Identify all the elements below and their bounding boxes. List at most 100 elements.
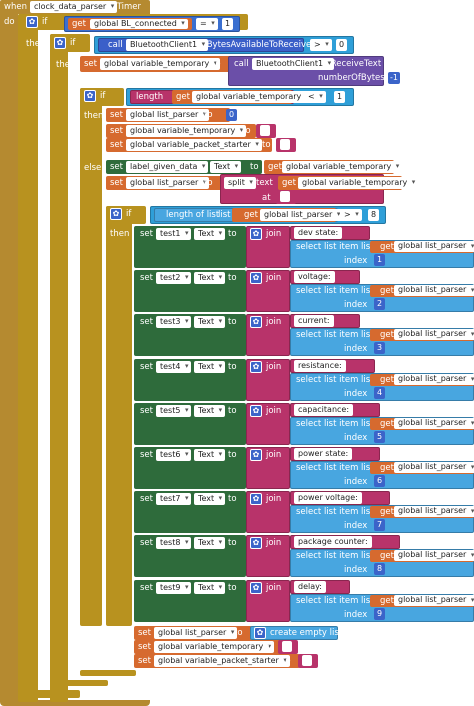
- text-literal-field[interactable]: resistance:: [294, 360, 346, 372]
- var-dropdown[interactable]: global list_parser: [394, 550, 474, 561]
- empty-text-field[interactable]: [260, 125, 270, 136]
- component-dropdown[interactable]: clock_data_parser: [30, 1, 118, 13]
- text-literal-field[interactable]: current:: [294, 315, 334, 327]
- number-field[interactable]: 8: [368, 209, 379, 221]
- index-number-field[interactable]: 5: [374, 431, 385, 443]
- join-gear-icon[interactable]: ✿: [250, 316, 262, 328]
- join-gear-icon[interactable]: ✿: [250, 582, 262, 594]
- var-dropdown[interactable]: global variable_temporary: [154, 641, 275, 653]
- text-literal-field[interactable]: voltage:: [294, 271, 335, 283]
- if-block-outer[interactable]: [18, 14, 38, 702]
- property-dropdown[interactable]: Text: [194, 537, 226, 549]
- join-gear-icon[interactable]: ✿: [250, 493, 262, 505]
- number-field[interactable]: -1: [388, 72, 400, 84]
- list-gear-icon[interactable]: ✿: [254, 627, 266, 639]
- property-dropdown[interactable]: Text: [194, 449, 226, 461]
- var-dropdown[interactable]: global list_parser: [394, 285, 474, 296]
- component-dropdown[interactable]: test3: [156, 316, 192, 328]
- number-field[interactable]: 1: [334, 91, 345, 103]
- join-block[interactable]: [246, 359, 290, 401]
- var-dropdown[interactable]: global list_parser: [154, 627, 238, 639]
- index-number-field[interactable]: 3: [374, 342, 385, 354]
- component-dropdown[interactable]: test6: [156, 449, 192, 461]
- number-field[interactable]: 0: [336, 39, 347, 51]
- create-empty-list-block[interactable]: [250, 626, 338, 640]
- join-block[interactable]: [246, 491, 290, 533]
- join-gear-icon[interactable]: ✿: [250, 449, 262, 461]
- if-block-2[interactable]: [50, 34, 68, 702]
- component-dropdown[interactable]: test9: [156, 582, 192, 594]
- join-gear-icon[interactable]: ✿: [250, 272, 262, 284]
- var-dropdown[interactable]: global list_parser: [394, 374, 474, 385]
- operator-dropdown[interactable]: >: [310, 39, 332, 51]
- component-dropdown[interactable]: test7: [156, 493, 192, 505]
- split-dropdown[interactable]: split: [224, 177, 256, 189]
- index-number-field[interactable]: 7: [374, 519, 385, 531]
- property-dropdown[interactable]: Text: [194, 272, 226, 284]
- join-gear-icon[interactable]: ✿: [250, 228, 262, 240]
- component-dropdown[interactable]: label_given_data: [126, 161, 209, 173]
- property-dropdown[interactable]: Text: [194, 405, 226, 417]
- component-dropdown[interactable]: test1: [156, 228, 192, 240]
- var-dropdown[interactable]: global list_parser: [394, 329, 474, 340]
- var-dropdown[interactable]: global variable_temporary: [298, 177, 419, 189]
- index-number-field[interactable]: 8: [374, 563, 385, 575]
- var-dropdown[interactable]: global list_parser: [394, 462, 474, 473]
- var-dropdown[interactable]: global variable_temporary: [282, 161, 403, 173]
- text-literal-field[interactable]: power voltage:: [294, 492, 362, 504]
- var-dropdown[interactable]: global BL_connected: [90, 19, 188, 29]
- empty-text-field[interactable]: [280, 191, 290, 202]
- if-gear-icon[interactable]: ✿: [26, 16, 38, 28]
- property-dropdown[interactable]: Text: [194, 228, 226, 240]
- if-gear-icon[interactable]: ✿: [110, 208, 122, 220]
- text-literal-field[interactable]: package counter:: [294, 536, 372, 548]
- component-dropdown[interactable]: BluetoothClient1: [252, 58, 335, 70]
- join-gear-icon[interactable]: ✿: [250, 361, 262, 373]
- var-dropdown[interactable]: global variable_temporary: [126, 125, 247, 137]
- empty-text-field[interactable]: [302, 655, 312, 666]
- property-dropdown[interactable]: Text: [194, 316, 226, 328]
- index-number-field[interactable]: 4: [374, 387, 385, 399]
- text-literal-field[interactable]: power state:: [294, 448, 353, 460]
- var-dropdown[interactable]: global list_parser: [394, 418, 474, 429]
- property-dropdown[interactable]: Text: [194, 361, 226, 373]
- component-dropdown[interactable]: test2: [156, 272, 192, 284]
- text-literal-field[interactable]: capacitance:: [294, 404, 354, 416]
- join-gear-icon[interactable]: ✿: [250, 405, 262, 417]
- index-number-field[interactable]: 9: [374, 608, 385, 620]
- if-block-4[interactable]: [106, 206, 132, 626]
- var-dropdown[interactable]: global list_parser: [260, 209, 344, 221]
- text-literal-field[interactable]: dev state:: [294, 227, 343, 239]
- operator-dropdown[interactable]: >: [340, 209, 362, 221]
- var-dropdown[interactable]: global list_parser: [394, 241, 474, 252]
- index-number-field[interactable]: 1: [374, 254, 385, 266]
- if-gear-icon[interactable]: ✿: [84, 90, 96, 102]
- index-number-field[interactable]: 2: [374, 298, 385, 310]
- operator-dropdown[interactable]: <: [304, 91, 326, 103]
- component-dropdown[interactable]: test5: [156, 405, 192, 417]
- index-number-field[interactable]: 6: [374, 475, 385, 487]
- component-dropdown[interactable]: test4: [156, 361, 192, 373]
- empty-text-field[interactable]: [280, 139, 290, 150]
- var-dropdown[interactable]: global variable_packet_starter: [126, 139, 262, 151]
- join-gear-icon[interactable]: ✿: [250, 537, 262, 549]
- property-dropdown[interactable]: Text: [194, 493, 226, 505]
- var-dropdown[interactable]: global list_parser: [126, 109, 210, 121]
- component-dropdown[interactable]: BluetoothClient1: [126, 39, 209, 51]
- operator-dropdown[interactable]: =: [196, 18, 218, 30]
- var-dropdown[interactable]: global list_parser: [394, 595, 474, 606]
- var-dropdown[interactable]: global list_parser: [394, 506, 474, 517]
- var-dropdown[interactable]: global variable_packet_starter: [154, 655, 290, 667]
- number-field[interactable]: 0: [226, 109, 237, 121]
- property-dropdown[interactable]: Text: [210, 161, 242, 173]
- if-block-3[interactable]: [80, 88, 102, 626]
- component-dropdown[interactable]: test8: [156, 537, 192, 549]
- var-dropdown[interactable]: global variable_temporary: [192, 91, 313, 103]
- text-literal-field[interactable]: delay:: [294, 581, 326, 593]
- var-dropdown[interactable]: global variable_temporary: [100, 58, 221, 70]
- empty-text-field[interactable]: [282, 641, 292, 652]
- number-field[interactable]: 1: [222, 18, 233, 30]
- property-dropdown[interactable]: Text: [194, 582, 226, 594]
- var-dropdown[interactable]: global list_parser: [126, 177, 210, 189]
